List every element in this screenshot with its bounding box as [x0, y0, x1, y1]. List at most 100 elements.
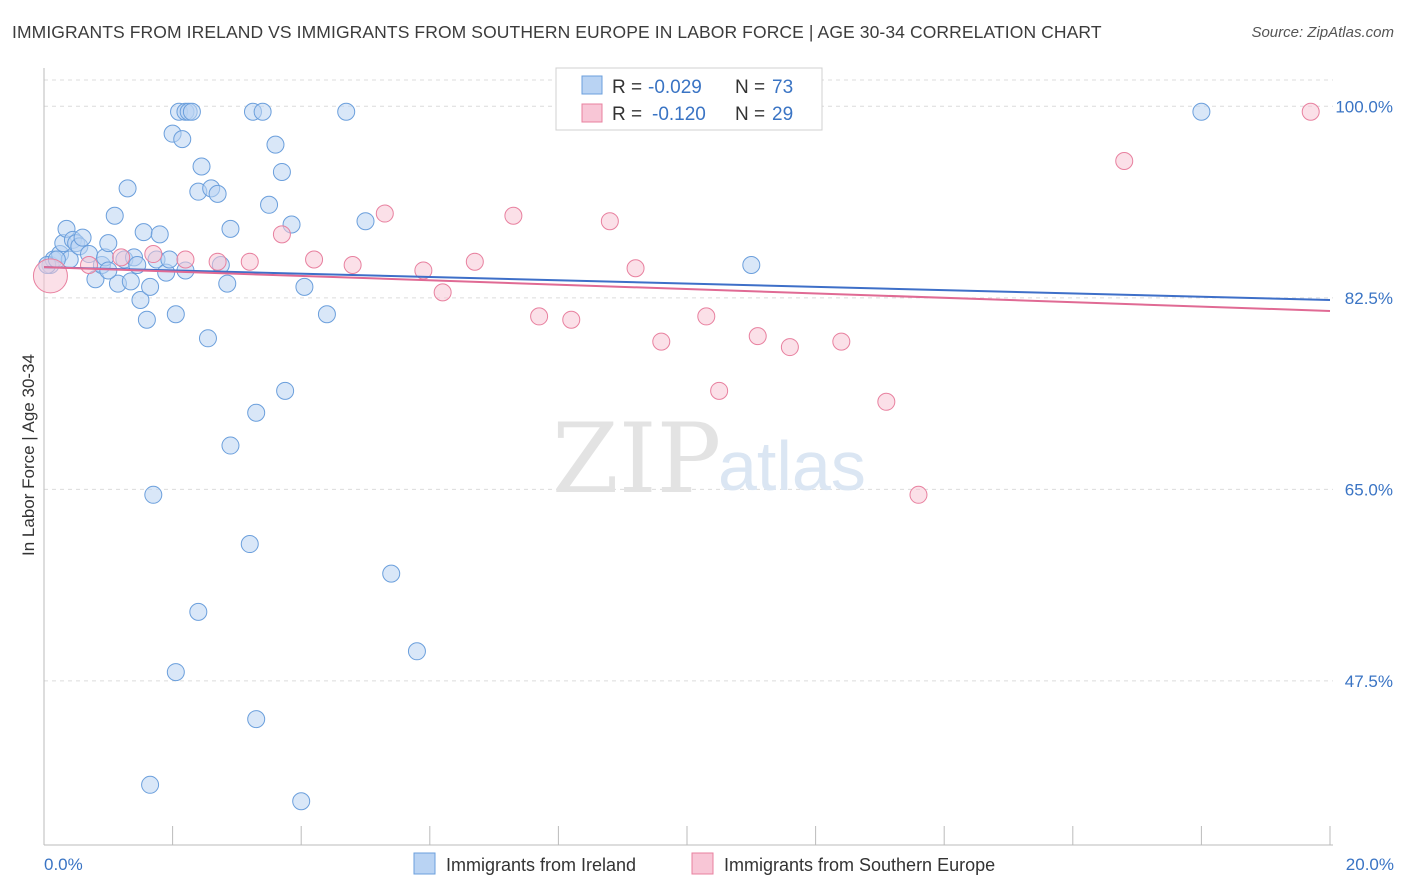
southern-europe-point — [600, 212, 619, 231]
southern-europe-point — [1115, 152, 1134, 171]
ireland-point — [144, 485, 163, 504]
trend-line-ireland — [43, 266, 1331, 302]
southern-europe-point — [375, 204, 394, 223]
stats-legend: R = -0.029 N = 73 R = -0.120 N = 29 — [555, 67, 823, 131]
ireland-point — [134, 223, 153, 242]
southern-europe-point — [465, 252, 484, 271]
ireland-point — [253, 102, 272, 121]
ireland-point — [240, 535, 259, 554]
ireland-point — [266, 135, 285, 154]
southern-europe-point — [1301, 102, 1320, 121]
legend-swatch-southern — [581, 103, 603, 123]
y-tick-label: 65.0% — [1345, 480, 1393, 499]
ireland-point — [292, 792, 311, 811]
y-tick-labels: 47.5% 65.0% 82.5% 100.0% — [1335, 97, 1393, 691]
bottom-legend: Immigrants from Ireland Immigrants from … — [413, 852, 995, 875]
ireland-point — [150, 225, 169, 244]
grid-lines — [44, 79, 1333, 682]
ireland-point — [272, 162, 291, 181]
trend-lines — [43, 266, 1331, 312]
ireland-point — [317, 305, 336, 324]
legend-n-value-southern: 29 — [772, 104, 793, 125]
southern-europe-point — [240, 252, 259, 271]
ireland-point — [276, 381, 295, 400]
ireland-point — [198, 329, 217, 348]
ireland-point — [141, 277, 160, 296]
southern-europe-point — [343, 255, 362, 274]
ireland-point — [742, 255, 761, 274]
ireland-point — [247, 710, 266, 729]
y-tick-label: 47.5% — [1345, 672, 1393, 691]
ireland-point — [295, 277, 314, 296]
ireland-point — [141, 775, 160, 794]
ireland-point — [1192, 102, 1211, 121]
ireland-point — [118, 179, 137, 198]
southern-europe-point — [208, 252, 227, 271]
legend-n-value-ireland: 73 — [772, 77, 793, 98]
ireland-point — [131, 291, 150, 310]
watermark: ZIP atlas — [552, 403, 866, 515]
y-tick-label: 100.0% — [1335, 97, 1393, 116]
ireland-point — [121, 272, 140, 291]
ireland-point — [260, 195, 279, 214]
ireland-point — [160, 250, 179, 269]
southern-europe-point — [112, 248, 131, 267]
southern-europe-point — [832, 332, 851, 351]
southern-europe-point — [144, 245, 163, 264]
southern-europe-point — [780, 338, 799, 357]
southern-europe-point — [32, 258, 68, 294]
legend-r-label-ireland: R = — [612, 77, 642, 98]
ireland-point — [221, 436, 240, 455]
southern-europe-point — [272, 225, 291, 244]
southern-europe-point — [652, 332, 671, 351]
ireland-point — [99, 234, 118, 253]
series-southern-europe — [32, 102, 1320, 504]
y-tick-label: 82.5% — [1345, 289, 1393, 308]
ireland-point — [105, 206, 124, 225]
ireland-point — [192, 157, 211, 176]
chart-source: Source: ZipAtlas.com — [1251, 24, 1394, 41]
legend-r-value-ireland: -0.029 — [648, 77, 702, 98]
ireland-point — [407, 642, 426, 661]
ireland-point — [182, 102, 201, 121]
trend-line-southern-europe — [43, 266, 1331, 312]
bottom-legend-label-southern: Immigrants from Southern Europe — [724, 855, 995, 875]
ireland-point — [166, 663, 185, 682]
ireland-point — [221, 219, 240, 238]
bottom-legend-swatch-southern — [691, 852, 714, 875]
southern-europe-point — [176, 250, 195, 269]
ireland-point — [189, 602, 208, 621]
bottom-legend-label-ireland: Immigrants from Ireland — [446, 855, 636, 875]
southern-europe-point — [710, 381, 729, 400]
southern-europe-point — [697, 307, 716, 326]
ireland-point — [337, 102, 356, 121]
ireland-point — [73, 228, 92, 247]
ireland-point — [208, 184, 227, 203]
y-axis-label: In Labor Force | Age 30-34 — [19, 354, 38, 556]
legend-n-label-ireland: N = — [735, 77, 765, 98]
x-tick-labels: 0.0% 20.0% — [44, 855, 1394, 874]
legend-swatch-ireland — [581, 75, 603, 95]
legend-r-label-southern: R = — [612, 104, 642, 125]
southern-europe-point — [433, 283, 452, 302]
southern-europe-point — [562, 310, 581, 329]
x-tick-label-min: 0.0% — [44, 855, 83, 874]
ireland-point — [247, 403, 266, 422]
ireland-point — [218, 274, 237, 293]
southern-europe-point — [530, 307, 549, 326]
southern-europe-point — [80, 255, 99, 274]
watermark-zip: ZIP — [552, 403, 721, 515]
southern-europe-point — [877, 392, 896, 411]
southern-europe-point — [414, 261, 433, 280]
x-tick-marks — [43, 826, 1331, 845]
x-tick-label-max: 20.0% — [1346, 855, 1394, 874]
southern-europe-point — [504, 206, 523, 225]
southern-europe-point — [305, 250, 324, 269]
bottom-legend-swatch-ireland — [413, 852, 436, 875]
watermark-atlas: atlas — [718, 427, 866, 505]
legend-n-label-southern: N = — [735, 104, 765, 125]
southern-europe-point — [748, 327, 767, 346]
legend-r-value-southern: -0.120 — [652, 104, 706, 125]
southern-europe-point — [626, 259, 645, 278]
